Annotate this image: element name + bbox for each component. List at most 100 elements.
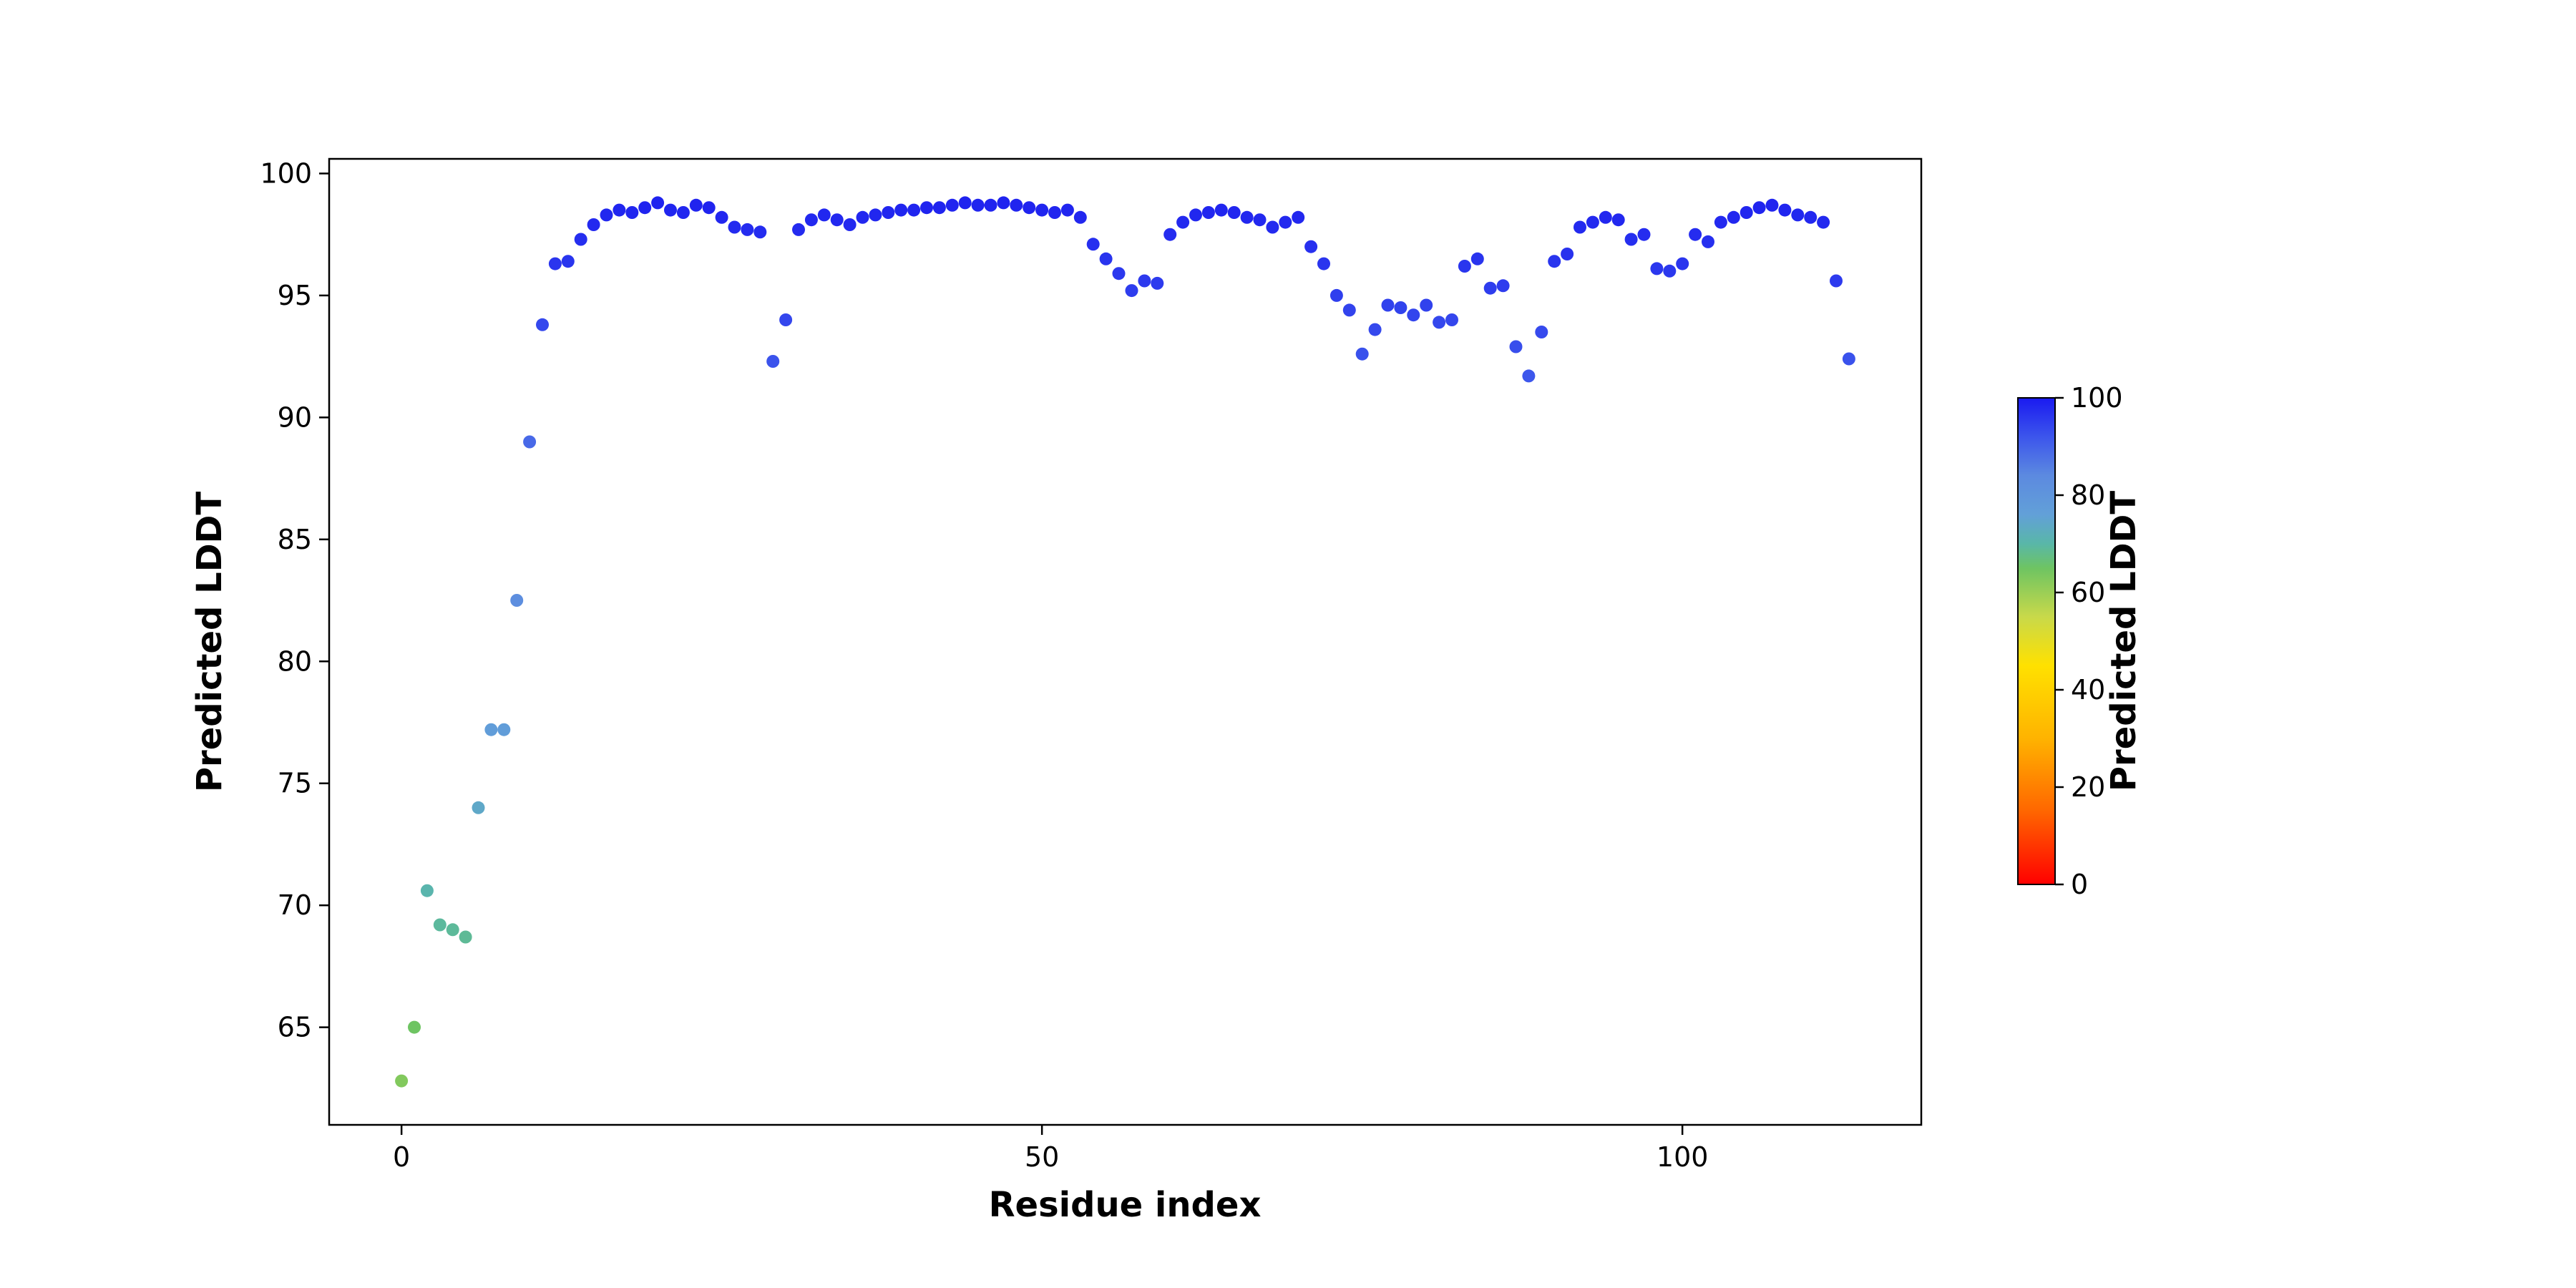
- scatter-point: [1624, 233, 1638, 246]
- y-tick-label: 70: [278, 889, 312, 921]
- scatter-point: [702, 201, 716, 215]
- scatter-point: [1227, 206, 1241, 219]
- scatter-point: [1663, 264, 1677, 278]
- scatter-point: [792, 223, 805, 236]
- scatter-point: [638, 201, 652, 215]
- scatter-point: [1702, 235, 1714, 248]
- scatter-point: [1048, 206, 1061, 219]
- scatter-point: [1381, 298, 1395, 312]
- scatter-point: [1086, 238, 1100, 251]
- scatter-point: [600, 208, 613, 222]
- scatter-point: [408, 1020, 421, 1034]
- x-axis-label: Residue index: [988, 1185, 1262, 1225]
- scatter-point: [971, 198, 985, 212]
- scatter-point: [856, 210, 869, 224]
- scatter-point: [613, 203, 626, 217]
- scatter-point: [1676, 257, 1689, 270]
- y-tick-label: 90: [278, 401, 312, 433]
- scatter-point: [1163, 228, 1177, 241]
- scatter-point: [817, 208, 831, 222]
- scatter-point: [1189, 208, 1202, 222]
- scatter-point: [420, 884, 434, 897]
- scatter-point: [1650, 262, 1664, 275]
- scatter-point: [1586, 215, 1599, 229]
- scatter-point: [1496, 279, 1510, 293]
- scatter-point: [1266, 220, 1279, 234]
- scatter-point: [997, 196, 1010, 210]
- scatter-point: [664, 203, 677, 217]
- scatter-point: [484, 723, 498, 736]
- axis-ticks: 0 50 100 65 70 75 80 85 90 95 100: [260, 157, 1708, 1173]
- scatter-point: [1689, 228, 1702, 241]
- scatter-point: [920, 201, 933, 215]
- scatter-point: [1637, 228, 1651, 241]
- scatter-point: [574, 233, 587, 246]
- y-tick-label: 75: [278, 768, 312, 799]
- colorbar: 0 20 40 60 80 100: [2017, 382, 2123, 900]
- scatter-point: [843, 218, 857, 231]
- scatter-point: [1010, 198, 1023, 212]
- scatter-point: [1342, 303, 1356, 317]
- y-tick-label: 95: [278, 280, 312, 311]
- scatter-point: [1240, 210, 1254, 224]
- scatter-point: [1433, 316, 1446, 329]
- scatter-point: [1125, 284, 1138, 298]
- scatter-point: [1714, 215, 1727, 229]
- scatter-point: [1817, 215, 1830, 229]
- scatter-point: [1470, 252, 1484, 265]
- scatter-point: [1791, 208, 1805, 222]
- scatter-point: [1548, 255, 1561, 268]
- colorbar-tick-label: 20: [2071, 771, 2105, 803]
- scatter-point: [548, 257, 562, 270]
- scatter-point: [958, 196, 972, 210]
- scatter-point: [625, 206, 639, 219]
- scatter-point: [1151, 276, 1164, 290]
- scatter-point: [945, 198, 959, 212]
- scatter-point: [1112, 267, 1126, 280]
- scatter-point: [587, 218, 600, 231]
- scatter-point: [1317, 257, 1330, 270]
- scatter-points-layer: [395, 196, 1855, 1088]
- scatter-point: [894, 203, 908, 217]
- scatter-point: [869, 208, 882, 222]
- y-tick-label: 80: [278, 645, 312, 677]
- scatter-point: [728, 220, 741, 234]
- scatter-point: [472, 801, 485, 814]
- colorbar-tick-label: 60: [2071, 577, 2105, 608]
- scatter-point: [1611, 213, 1625, 227]
- scatter-point: [1804, 210, 1818, 224]
- scatter-point: [689, 198, 703, 212]
- scatter-point: [446, 923, 459, 937]
- y-tick-label: 100: [260, 157, 312, 189]
- scatter-point: [1201, 206, 1215, 219]
- scatter-point: [1535, 326, 1548, 338]
- scatter-point: [1073, 210, 1087, 224]
- scatter-point: [561, 255, 575, 268]
- scatter-point: [715, 210, 728, 224]
- scatter-point: [1035, 203, 1049, 217]
- scatter-point: [1176, 215, 1190, 229]
- x-tick-label: 100: [1657, 1141, 1709, 1173]
- scatter-point: [1330, 288, 1343, 302]
- colorbar-tick-label: 80: [2071, 479, 2105, 511]
- scatter-point: [932, 201, 946, 215]
- colorbar-label: Predicted LDDT: [2104, 490, 2144, 792]
- scatter-point: [1138, 274, 1151, 288]
- scatter-point: [459, 930, 472, 944]
- axes-frame: [328, 157, 1923, 1126]
- scatter-point: [1368, 323, 1382, 336]
- scatter-point: [753, 225, 767, 239]
- scatter-point: [1522, 369, 1536, 383]
- scatter-point: [766, 355, 780, 368]
- scatter-point: [651, 196, 665, 210]
- colorbar-tick-label: 0: [2071, 869, 2088, 900]
- scatter-point: [1253, 213, 1267, 227]
- scatter-point: [1561, 248, 1574, 260]
- scatter-point: [1394, 301, 1407, 314]
- scatter-point: [1727, 210, 1740, 224]
- scatter-point: [1355, 347, 1369, 361]
- scatter-point: [1445, 313, 1458, 326]
- scatter-point: [1599, 210, 1612, 224]
